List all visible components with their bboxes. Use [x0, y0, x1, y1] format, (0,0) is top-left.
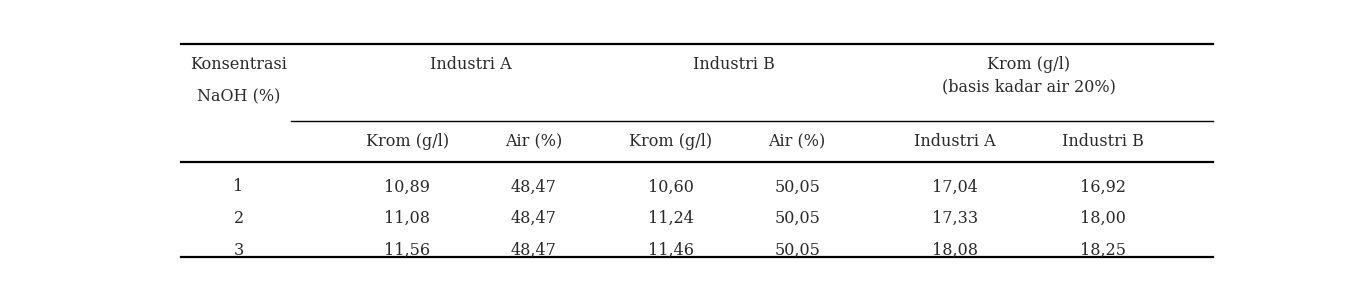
Text: 48,47: 48,47: [511, 178, 556, 196]
Text: 50,05: 50,05: [774, 242, 820, 259]
Text: 18,25: 18,25: [1080, 242, 1126, 259]
Text: Krom (g/l)
(basis kadar air 20%): Krom (g/l) (basis kadar air 20%): [942, 56, 1117, 96]
Text: Industri B: Industri B: [694, 56, 775, 73]
Text: Air (%): Air (%): [505, 133, 562, 150]
Text: 18,08: 18,08: [932, 242, 978, 259]
Text: 50,05: 50,05: [774, 210, 820, 227]
Text: Krom (g/l): Krom (g/l): [630, 133, 713, 150]
Text: 11,08: 11,08: [384, 210, 430, 227]
Text: 11,56: 11,56: [384, 242, 430, 259]
Text: 17,33: 17,33: [932, 210, 978, 227]
Text: Industri A: Industri A: [430, 56, 511, 73]
Text: Industri A: Industri A: [914, 133, 996, 150]
Text: Krom (g/l): Krom (g/l): [366, 133, 449, 150]
Text: 2: 2: [234, 210, 243, 227]
Text: 48,47: 48,47: [511, 210, 556, 227]
Text: 16,92: 16,92: [1080, 178, 1126, 196]
Text: 17,04: 17,04: [933, 178, 978, 196]
Text: 11,46: 11,46: [647, 242, 694, 259]
Text: 3: 3: [234, 242, 243, 259]
Text: NaOH (%): NaOH (%): [197, 88, 280, 105]
Text: 10,89: 10,89: [384, 178, 430, 196]
Text: 48,47: 48,47: [511, 242, 556, 259]
Text: 18,00: 18,00: [1080, 210, 1126, 227]
Text: Konsentrasi: Konsentrasi: [190, 56, 287, 73]
Text: Industri B: Industri B: [1062, 133, 1144, 150]
Text: 1: 1: [234, 178, 243, 196]
Text: 50,05: 50,05: [774, 178, 820, 196]
Text: Air (%): Air (%): [768, 133, 826, 150]
Text: 10,60: 10,60: [647, 178, 694, 196]
Text: 11,24: 11,24: [647, 210, 694, 227]
